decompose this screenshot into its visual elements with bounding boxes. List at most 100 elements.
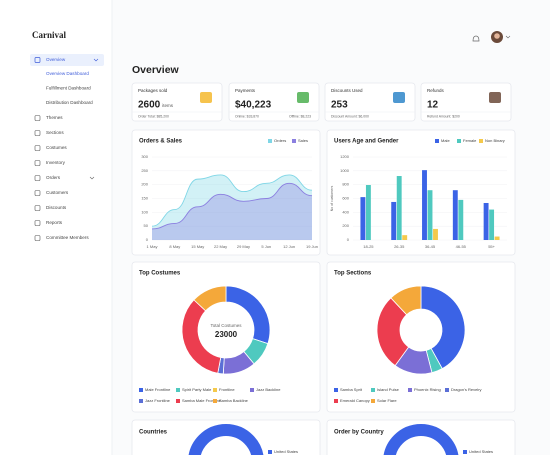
y-tick-label: 150 xyxy=(141,196,148,201)
stat-label: Refunds xyxy=(427,88,445,93)
x-tick-label: 1 May xyxy=(147,244,158,249)
stat-footer: Discount Amount: $6,000 xyxy=(331,114,369,118)
panel xyxy=(326,129,516,256)
active-menu-bg[interactable] xyxy=(30,54,104,66)
menu-item[interactable]: Costumes xyxy=(46,145,67,150)
x-tick-label: 12 Jun xyxy=(283,244,295,249)
bar xyxy=(422,170,427,240)
panel-title: Countries xyxy=(139,430,168,436)
stat-icon xyxy=(393,92,405,103)
center-label: Total Costumes xyxy=(210,323,242,328)
x-tick-label: 18-25 xyxy=(363,244,374,249)
stat-card xyxy=(131,82,223,122)
series-line xyxy=(151,182,313,230)
panel xyxy=(326,419,516,460)
stat-label: Packages sold xyxy=(138,88,168,93)
bar xyxy=(458,199,464,240)
bar xyxy=(360,197,366,240)
menu-item[interactable]: Committee Members xyxy=(46,235,89,240)
legend-swatch xyxy=(176,388,180,392)
legend-swatch xyxy=(435,139,439,143)
stat-unit: items xyxy=(162,103,174,108)
y-tick-label: 1200 xyxy=(340,154,350,159)
donut-preview xyxy=(188,424,264,460)
submenu-item[interactable]: Overview Dashboard xyxy=(46,71,89,76)
y-tick-label: 400 xyxy=(342,209,349,214)
content: Overview Dashboard Fulfillment Dashboard D… xyxy=(34,71,516,460)
legend-label: Jazz Frontline xyxy=(145,398,171,403)
donut-slice xyxy=(193,285,227,312)
legend-label: Samba Sprit xyxy=(340,387,363,392)
legend-swatch xyxy=(408,388,412,392)
menu-item[interactable]: Reports xyxy=(46,220,63,225)
icon xyxy=(34,220,41,226)
icon xyxy=(34,145,41,151)
bar xyxy=(452,190,458,240)
panel-title: Users Age and Gender xyxy=(334,139,399,145)
submenu-item[interactable]: Fulfillment Dashboard xyxy=(46,86,91,91)
menu-item[interactable]: Discounts xyxy=(46,205,67,210)
bar xyxy=(427,190,433,240)
legend-label: United States xyxy=(469,449,493,454)
legend-label: United States xyxy=(274,449,298,454)
menu-item[interactable]: Themes xyxy=(46,115,63,120)
icon xyxy=(34,57,41,63)
stat-label: Payments xyxy=(235,88,256,93)
icon xyxy=(34,190,41,196)
legend-swatch xyxy=(334,388,338,392)
legend-swatch xyxy=(213,399,217,403)
submenu-item[interactable]: Distribution Dashboard xyxy=(46,100,93,105)
stat-icon xyxy=(489,92,501,103)
menu-item[interactable]: Orders xyxy=(46,175,61,180)
stat-value: 2600 xyxy=(138,100,161,111)
menu-item[interactable]: Customers xyxy=(46,190,69,195)
chevron xyxy=(89,176,95,180)
donut-slice xyxy=(420,285,466,370)
legend-swatch xyxy=(139,388,143,392)
legend-swatch xyxy=(213,388,217,392)
legend-label: Frontline xyxy=(219,387,235,392)
legend-label: Non Binary xyxy=(485,138,505,143)
y-tick-label: 0 xyxy=(146,237,149,242)
legend-swatch xyxy=(371,388,375,392)
x-tick-label: 19 Jun xyxy=(306,244,318,249)
x-tick-label: 55+ xyxy=(488,244,495,249)
y-tick-label: 200 xyxy=(141,182,148,187)
panel xyxy=(326,261,516,413)
stat-footer: Refund Amount: $200 xyxy=(427,114,460,118)
y-tick-label: 600 xyxy=(342,196,349,201)
menu-item[interactable]: Inventory xyxy=(46,160,66,165)
x-tick-label: 46-55 xyxy=(456,244,467,249)
legend-label: Male xyxy=(441,138,450,143)
legend-swatch xyxy=(334,399,338,403)
legend-swatch xyxy=(139,399,143,403)
icon xyxy=(34,130,41,136)
y-tick-label: 50 xyxy=(144,223,149,228)
legend-swatch xyxy=(250,388,254,392)
page-title: Overview xyxy=(132,64,180,76)
menu-item[interactable]: Sections xyxy=(46,130,64,135)
x-tick-label: 26-35 xyxy=(394,244,405,249)
legend-swatch xyxy=(479,139,483,143)
area-fill xyxy=(152,183,312,240)
panel xyxy=(131,261,321,413)
donut-preview xyxy=(383,424,459,460)
legend-label: Spirit Party Male xyxy=(182,387,212,392)
panel-title: Orders & Sales xyxy=(139,139,183,145)
x-tick-label: 5 Jun xyxy=(261,244,271,249)
bar xyxy=(489,209,495,240)
legend-label: Orders xyxy=(274,138,286,143)
legend-label: Sales xyxy=(298,138,308,143)
legend-swatch xyxy=(268,139,272,143)
bell-icon[interactable] xyxy=(472,35,480,42)
chevron[interactable] xyxy=(505,35,511,39)
y-tick-label: 0 xyxy=(347,237,350,242)
icon xyxy=(34,235,41,241)
menu-item[interactable]: Overview xyxy=(46,57,66,62)
x-tick-label: 36-45 xyxy=(425,244,436,249)
x-tick-label: 22 May xyxy=(214,244,227,249)
stat-footer: Offline: $8,223 xyxy=(289,114,311,118)
legend-swatch xyxy=(445,388,449,392)
bar xyxy=(494,236,500,240)
